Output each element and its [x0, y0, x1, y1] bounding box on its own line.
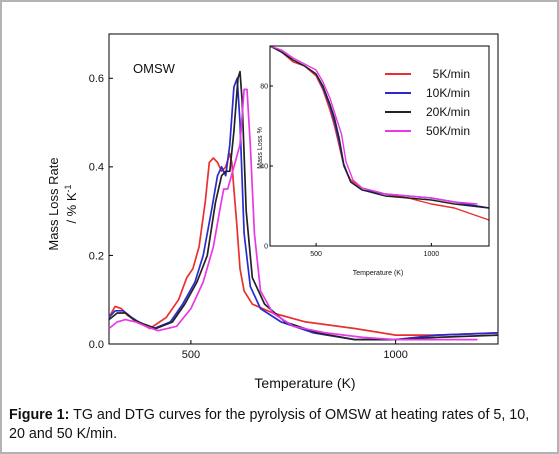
inset-x-tick-label: 500: [310, 251, 322, 258]
main-y-axis-unit-text: / % K: [64, 192, 79, 223]
main-y-ticks: 0.0 0.2 0.4 0.6: [89, 73, 113, 351]
main-series-group: [108, 70, 499, 341]
inset-x-axis-label: Temperature (K): [353, 270, 404, 277]
inset-y-tick-label: 80: [260, 83, 268, 90]
main-chart-title: OMSW: [133, 61, 176, 76]
inset-y-tick-label: 0: [264, 243, 268, 250]
main-x-axis-label: Temperature (K): [254, 375, 355, 391]
legend-label-10k-min: 10K/min: [426, 86, 470, 100]
inset-axes-frame: [269, 45, 490, 247]
inset-y-ticks: 0 40 80: [260, 83, 273, 250]
inset-y-axis-label: Mass Loss %: [257, 127, 264, 169]
inset-legend: 5K/min 10K/min 20K/min 50K/min: [385, 67, 470, 138]
figure-caption: Figure 1: TG and DTG curves for the pyro…: [9, 406, 549, 444]
main-x-tick-label: 500: [182, 349, 200, 361]
caption-label: Figure 1:: [9, 407, 70, 423]
main-y-axis-label: Mass Loss Rate: [46, 157, 61, 250]
main-series-50k-min: [108, 88, 478, 341]
legend-label-5k-min: 5K/min: [433, 67, 470, 81]
main-y-axis-unit-exponent: -1: [63, 184, 73, 192]
caption-text: TG and DTG curves for the pyrolysis of O…: [9, 407, 530, 442]
legend-label-20k-min: 20K/min: [426, 105, 470, 119]
inset-x-ticks: 500 1000: [310, 243, 439, 258]
inset-background: [270, 46, 489, 246]
inset-x-tick-label: 1000: [424, 251, 440, 258]
inset-y-tick-label: 40: [260, 163, 268, 170]
main-y-tick-label: 0.6: [89, 73, 104, 85]
legend-label-50k-min: 50K/min: [426, 124, 470, 138]
main-y-tick-label: 0.2: [89, 250, 104, 262]
main-x-ticks: 500 1000: [182, 340, 408, 361]
inset-series-20k-min: [269, 45, 490, 209]
inset-series-group: [269, 45, 490, 221]
main-y-axis-unit: / % K-1: [63, 184, 79, 223]
inset-plot-area: 0 40 80 500 1000 Temperature (K) Mass Loss …: [257, 45, 490, 277]
main-axes-frame: [108, 33, 499, 345]
main-y-tick-label: 0.4: [89, 162, 104, 174]
main-plot-area: 0.0 0.2 0.4 0.6 500 1000 OMSW Temperature (K…: [46, 33, 499, 391]
main-y-tick-label: 0.0: [89, 339, 104, 351]
main-x-tick-label: 1000: [383, 349, 407, 361]
inset-series-50k-min: [269, 45, 478, 205]
